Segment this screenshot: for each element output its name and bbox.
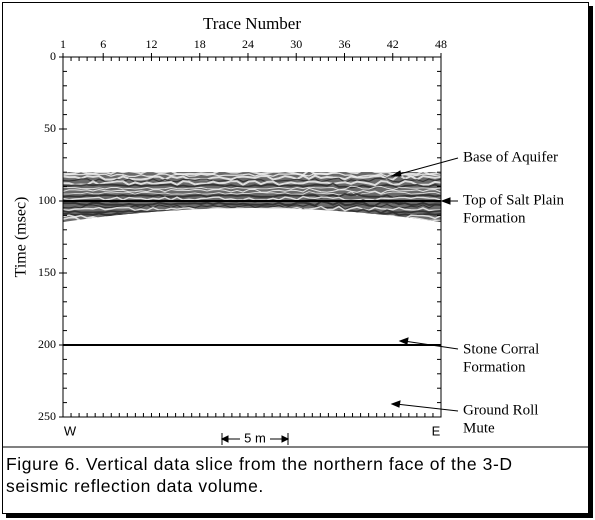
annotation: Formation bbox=[463, 210, 526, 226]
x-tick-label: 42 bbox=[387, 37, 399, 51]
seismic-texture bbox=[63, 177, 441, 184]
seismic-texture bbox=[63, 173, 441, 181]
x-axis-title: Trace Number bbox=[203, 14, 301, 33]
y-tick-label: 250 bbox=[38, 409, 56, 423]
scale-label: 5 m bbox=[244, 430, 266, 445]
seismic-texture bbox=[63, 213, 441, 221]
x-tick-label: 24 bbox=[242, 37, 254, 51]
chart: Trace Number Time (msec) W E 5 m 1 6 12 18 2… bbox=[2, 14, 589, 448]
seismic-texture bbox=[63, 225, 441, 229]
seismic-texture bbox=[63, 221, 441, 222]
y-tick-label: 200 bbox=[38, 337, 56, 351]
seismic-texture bbox=[63, 200, 441, 207]
x-tick-label: 48 bbox=[435, 37, 447, 51]
caption: Figure 6. Vertical data slice from the n… bbox=[6, 454, 513, 496]
seismic-texture bbox=[63, 195, 441, 202]
y-tick-label: 150 bbox=[38, 265, 56, 279]
annotation: Stone Corral bbox=[463, 341, 539, 357]
seismic-texture bbox=[63, 192, 441, 199]
y-tick-label: 50 bbox=[44, 121, 56, 135]
west-label: W bbox=[64, 423, 77, 438]
annotation: Top of Salt Plain bbox=[463, 192, 565, 208]
seismic-texture bbox=[63, 227, 441, 232]
seismic-texture bbox=[63, 185, 441, 191]
y-tick-label: 100 bbox=[38, 193, 56, 207]
x-tick-label: 30 bbox=[290, 37, 302, 51]
annotation: Formation bbox=[463, 359, 526, 375]
seismic-texture bbox=[63, 172, 441, 178]
y-tick-label: 0 bbox=[50, 49, 56, 63]
annotation: Ground Roll bbox=[463, 402, 538, 418]
east-label: E bbox=[432, 423, 441, 438]
seismic-texture bbox=[63, 191, 441, 196]
annotation: Base of Aquifer bbox=[463, 149, 558, 165]
x-tick-label: 1 bbox=[60, 37, 66, 51]
x-tick-label: 12 bbox=[145, 37, 157, 51]
plot-frame bbox=[62, 56, 442, 418]
annotation: Mute bbox=[463, 420, 495, 436]
seismic-texture bbox=[63, 180, 441, 187]
figure-frame bbox=[2, 2, 589, 514]
x-tick-label: 6 bbox=[100, 37, 106, 51]
seismic-texture bbox=[63, 172, 441, 177]
scale-bar bbox=[220, 433, 290, 445]
y-axis-title: Time (msec) bbox=[13, 197, 30, 278]
seismic-texture bbox=[63, 187, 441, 195]
x-tick-label: 36 bbox=[338, 37, 350, 51]
seismic-texture bbox=[63, 219, 441, 222]
x-tick-label: 18 bbox=[194, 37, 206, 51]
seismic-texture bbox=[63, 215, 441, 222]
